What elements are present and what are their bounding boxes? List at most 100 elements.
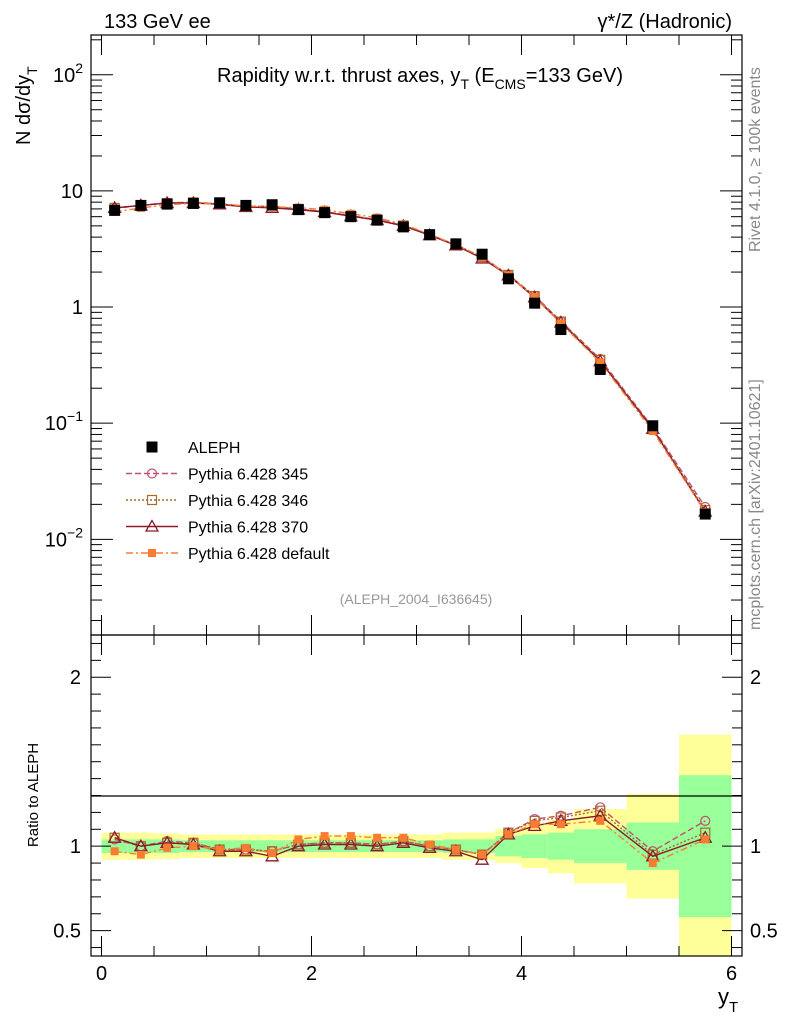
main-x-ticks xyxy=(101,35,732,635)
series-4-main-point xyxy=(530,292,539,301)
series-1-ratio-point xyxy=(700,815,711,826)
legend-label-2: Pythia 6.428 346 xyxy=(188,493,308,510)
x-tick-label: 0 xyxy=(96,963,107,985)
aleph-data-point xyxy=(135,199,147,211)
series-4-ratio-point xyxy=(163,843,172,852)
aleph-data-point xyxy=(699,508,711,520)
ratio-tick-label-left: 0.5 xyxy=(53,921,81,943)
series-4-ratio-point xyxy=(294,835,303,844)
series-4-ratio-point xyxy=(320,832,329,841)
y-tick-label: 10−1 xyxy=(45,408,83,435)
aleph-data-point xyxy=(319,207,331,219)
ratio-tick-label-left: 1 xyxy=(70,836,81,858)
series-4-ratio-point xyxy=(478,850,487,859)
rivet-label: Rivet 4.1.0, ≥ 100k events xyxy=(747,67,764,252)
legend-marker-2 xyxy=(146,494,158,506)
ratio-band-green xyxy=(311,840,338,853)
header-right: γ*/Z (Hadronic) xyxy=(598,11,732,33)
series-3-ratio-point xyxy=(317,837,332,850)
series-4-ratio-point xyxy=(701,835,710,844)
aleph-data-point xyxy=(502,273,514,285)
series-4-ratio-point xyxy=(189,842,198,851)
series-4-ratio-point xyxy=(425,840,434,849)
ratio-tick-label-right: 2 xyxy=(750,667,761,689)
mcplots-label: mcplots.cern.ch [arXiv:2401.10621] xyxy=(747,379,764,630)
legend-marker-0 xyxy=(146,441,158,453)
series-4-ratio-point xyxy=(110,847,119,856)
aleph-data-point xyxy=(555,324,567,336)
ratio-band-green xyxy=(547,832,574,860)
series-3-ratio-point xyxy=(291,838,306,852)
ratio-tick-label-left: 2 xyxy=(70,667,81,689)
aleph-data-point xyxy=(187,197,199,209)
ratio-band-green xyxy=(521,834,548,859)
ratio-band-green xyxy=(574,829,627,864)
ratio-y-axis-label: Ratio to ALEPH xyxy=(25,743,42,847)
aleph-data-point xyxy=(647,420,659,432)
legend-marker-1 xyxy=(146,468,158,479)
series-4-ratio-point xyxy=(530,820,539,829)
main-marks xyxy=(107,195,713,520)
aleph-data-point xyxy=(529,297,541,309)
aleph-data-point xyxy=(266,199,278,211)
series-4-main-line xyxy=(114,202,706,513)
series-2-ratio-line xyxy=(114,809,706,856)
legend-marker-4 xyxy=(148,549,156,557)
series-1-main-line xyxy=(114,201,706,508)
ratio-tick-label-right: 1 xyxy=(750,836,761,858)
series-4-ratio-point xyxy=(136,850,145,859)
series-4-ratio-point xyxy=(373,833,382,842)
aleph-data-point xyxy=(109,204,121,216)
series-4-ratio-point xyxy=(596,816,605,825)
series-3-ratio-point xyxy=(343,837,358,850)
series-4-main-point xyxy=(556,319,565,328)
main-frame xyxy=(90,34,743,636)
series-3-ratio-point xyxy=(475,852,490,865)
series-3-ratio-point xyxy=(396,835,411,848)
y-tick-label: 10 xyxy=(61,181,83,203)
aleph-data-point xyxy=(476,248,488,260)
series-3-ratio-line xyxy=(114,815,706,861)
series-4-main-point xyxy=(596,358,605,367)
legend-label-1: Pythia 6.428 345 xyxy=(188,467,308,484)
series-4-ratio-point xyxy=(451,845,460,854)
plot-title: Rapidity w.r.t. thrust axes, yT (ECMS=13… xyxy=(217,65,623,92)
series-4-ratio-point xyxy=(504,830,513,839)
x-tick-label: 6 xyxy=(726,963,737,985)
x-axis-label: yT xyxy=(718,984,738,1016)
main-panel: 102 10 1 10−1 10−2 Rapidity w.r.t. thrust ax… xyxy=(13,34,743,636)
y-tick-label: 10−2 xyxy=(45,524,83,551)
y-axis-label: N dσ/dyT xyxy=(13,66,40,145)
aleph-data-point xyxy=(371,214,383,226)
series-2-main-line xyxy=(114,201,706,511)
series-3-ratio-point xyxy=(370,838,385,852)
aleph-data-point xyxy=(292,204,304,216)
series-4-ratio-point xyxy=(268,848,277,857)
aleph-data-point xyxy=(397,221,409,233)
ratio-panel: 0.5 0.5 1 1 2 2 0 2 4 6 Ratio to ALEPH yT xyxy=(25,634,778,1016)
series-3-ratio-point xyxy=(107,830,122,843)
aleph-data-point xyxy=(594,363,606,375)
y-tick-label: 1 xyxy=(72,297,83,319)
header-left: 133 GeV ee xyxy=(104,11,211,33)
ratio-tick-label-right: 0.5 xyxy=(750,921,778,943)
series-3-main-line xyxy=(114,202,706,512)
series-4-ratio-point xyxy=(648,859,657,868)
legend: ALEPH Pythia 6.428 345 Pythia 6.428 346 Pyt… xyxy=(126,440,330,563)
legend-label-0: ALEPH xyxy=(188,440,240,457)
ratio-marks xyxy=(107,802,713,868)
aleph-data-point xyxy=(161,198,173,210)
aleph-data-point xyxy=(450,238,462,250)
aleph-data-point xyxy=(345,211,357,223)
main-y-ticks: 102 10 1 10−1 10−2 xyxy=(45,39,742,621)
legend-marker-3 xyxy=(144,519,160,532)
series-4-ratio-point xyxy=(241,843,250,852)
ratio-x-ticks: 0 2 4 6 xyxy=(96,635,737,985)
aleph-data-point xyxy=(214,197,226,209)
ratio-y-ticks: 0.5 0.5 1 1 2 2 xyxy=(53,642,778,949)
series-4-ratio-point xyxy=(346,832,355,841)
legend-label-3: Pythia 6.428 370 xyxy=(188,520,308,537)
series-4-ratio-point xyxy=(215,845,224,854)
series-4-ratio-line xyxy=(114,820,706,864)
